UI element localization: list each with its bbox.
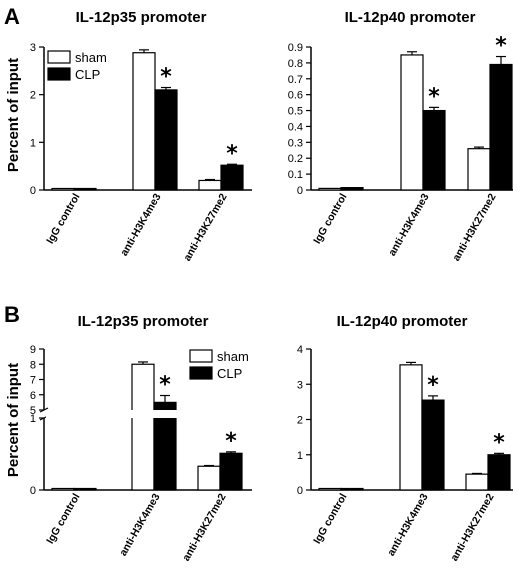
bar-clp-2 — [421, 399, 445, 491]
charts-group: IL-12p35 promoter 0 1 2 3 Percent of input IgG… — [5, 9, 513, 563]
chart-title: IL-12p35 promoter — [76, 9, 207, 26]
y-tick-label: 0 — [30, 185, 36, 197]
bar-sham-3 — [465, 473, 489, 491]
y-tick-label: 0 — [297, 485, 303, 497]
legend-panel-b: sham CLP — [189, 349, 249, 381]
legend-label-clp: CLP — [75, 67, 100, 82]
category-label: anti-H3K4me3 — [117, 491, 162, 558]
category-label: IgG control — [44, 491, 82, 546]
bar-clp-3 — [219, 452, 243, 491]
y-tick-label: 1 — [297, 450, 303, 462]
y-tick-label: 3 — [297, 379, 303, 391]
y-tick-label: 8 — [30, 359, 36, 371]
y-tick-label: 9 — [30, 344, 36, 356]
significance-star: * — [225, 429, 237, 454]
category-label: IgG control — [311, 191, 349, 246]
bar-clp-3 — [220, 164, 244, 191]
y-tick-label: 0 — [297, 185, 303, 197]
category-label: IgG control — [311, 491, 349, 546]
chart-4: IL-12p40 promoter 0 1 2 3 4 IgG control * anti-H… — [297, 313, 513, 563]
bar-clp-3 — [489, 63, 513, 191]
chart-title: IL-12p35 promoter — [78, 313, 209, 330]
bar-clp-1 — [340, 487, 364, 491]
bar-clp-1 — [73, 187, 97, 191]
legend-label-clp: CLP — [217, 366, 242, 381]
category-label: anti-H3K27me2 — [450, 191, 498, 263]
bar-clp-1 — [73, 487, 97, 491]
category-label: anti-H3K27me2 — [181, 191, 229, 263]
y-tick-label: 0.4 — [288, 121, 303, 133]
y-axis-label: Percent of input — [5, 58, 22, 172]
y-tick-label: 0.5 — [288, 106, 303, 118]
y-tick-label: 7 — [30, 375, 36, 387]
y-tick-label: 2 — [297, 415, 303, 427]
bar-clp-2 — [422, 109, 446, 191]
y-tick-label: 5 — [30, 405, 36, 417]
bar-clp-2 — [154, 89, 178, 191]
bar-clp-1 — [340, 187, 364, 191]
y-axis-label: Percent of input — [5, 363, 22, 477]
legend-panel-a: sham CLP — [47, 50, 107, 82]
bar-sham-1 — [318, 187, 342, 191]
category-label: anti-H3K4me3 — [385, 491, 430, 558]
y-tick-label: 3 — [30, 42, 36, 54]
y-tick-label: 1 — [30, 137, 36, 149]
bar-sham-2 — [399, 364, 423, 491]
y-tick-label: 0.9 — [288, 42, 303, 54]
bar-sham-2 — [132, 52, 156, 191]
y-tick-label: 0.1 — [288, 169, 303, 181]
bar-sham-1 — [318, 487, 342, 491]
category-label: anti-H3K27me2 — [448, 491, 496, 563]
bar-sham-3 — [197, 465, 221, 491]
bar-clp-3 — [487, 454, 511, 491]
y-tick-label: 0.2 — [288, 153, 303, 165]
chart-3: IL-12p35 promoter 0 15 6 7 8 9 Percent of input… — [5, 313, 252, 563]
y-tick-label: 1 — [30, 413, 36, 425]
legend-label-sham: sham — [217, 349, 249, 364]
y-tick-label: 4 — [297, 344, 303, 356]
y-tick-label: 2 — [30, 90, 36, 102]
bar-sham-3 — [467, 148, 491, 191]
category-label: IgG control — [44, 191, 82, 246]
significance-star: * — [493, 430, 505, 455]
category-label: anti-H3K4me3 — [118, 191, 163, 258]
axis-break-gap — [46, 410, 252, 418]
legend-swatch-clp — [47, 67, 71, 81]
bar-sham-2 — [131, 363, 155, 491]
legend-label-sham: sham — [75, 50, 107, 65]
chart-2: IL-12p40 promoter 0 0.1 0.2 0.3 0.4 0.5 0.6 0.7 0… — [288, 9, 513, 263]
significance-star: * — [226, 141, 238, 166]
bar-sham-3 — [198, 179, 222, 191]
bar-sham-2 — [400, 54, 424, 191]
significance-star: * — [427, 373, 439, 398]
y-tick-label: 0.3 — [288, 137, 303, 149]
significance-star: * — [160, 65, 172, 90]
chart-title: IL-12p40 promoter — [345, 9, 476, 26]
legend-swatch-sham — [189, 349, 213, 363]
panel-letter-a: A — [4, 4, 20, 29]
y-tick-label: 0.7 — [288, 74, 303, 86]
bar-sham-1 — [51, 187, 75, 191]
y-tick-label: 0.8 — [288, 58, 303, 70]
category-label: anti-H3K27me2 — [180, 491, 228, 563]
bar-sham-1 — [51, 487, 75, 491]
y-tick-label: 0.6 — [288, 90, 303, 102]
chart-1: IL-12p35 promoter 0 1 2 3 Percent of input IgG… — [5, 9, 252, 263]
panel-letter-b: B — [4, 302, 20, 327]
category-label: anti-H3K4me3 — [386, 191, 431, 258]
chart-title: IL-12p40 promoter — [337, 313, 468, 330]
y-tick-label: 6 — [30, 390, 36, 402]
legend-swatch-clp — [189, 366, 213, 380]
significance-star: * — [159, 373, 171, 398]
significance-star: * — [495, 34, 507, 59]
significance-star: * — [428, 84, 440, 109]
y-tick-label: 0 — [30, 485, 36, 497]
legend-swatch-sham — [47, 50, 71, 64]
